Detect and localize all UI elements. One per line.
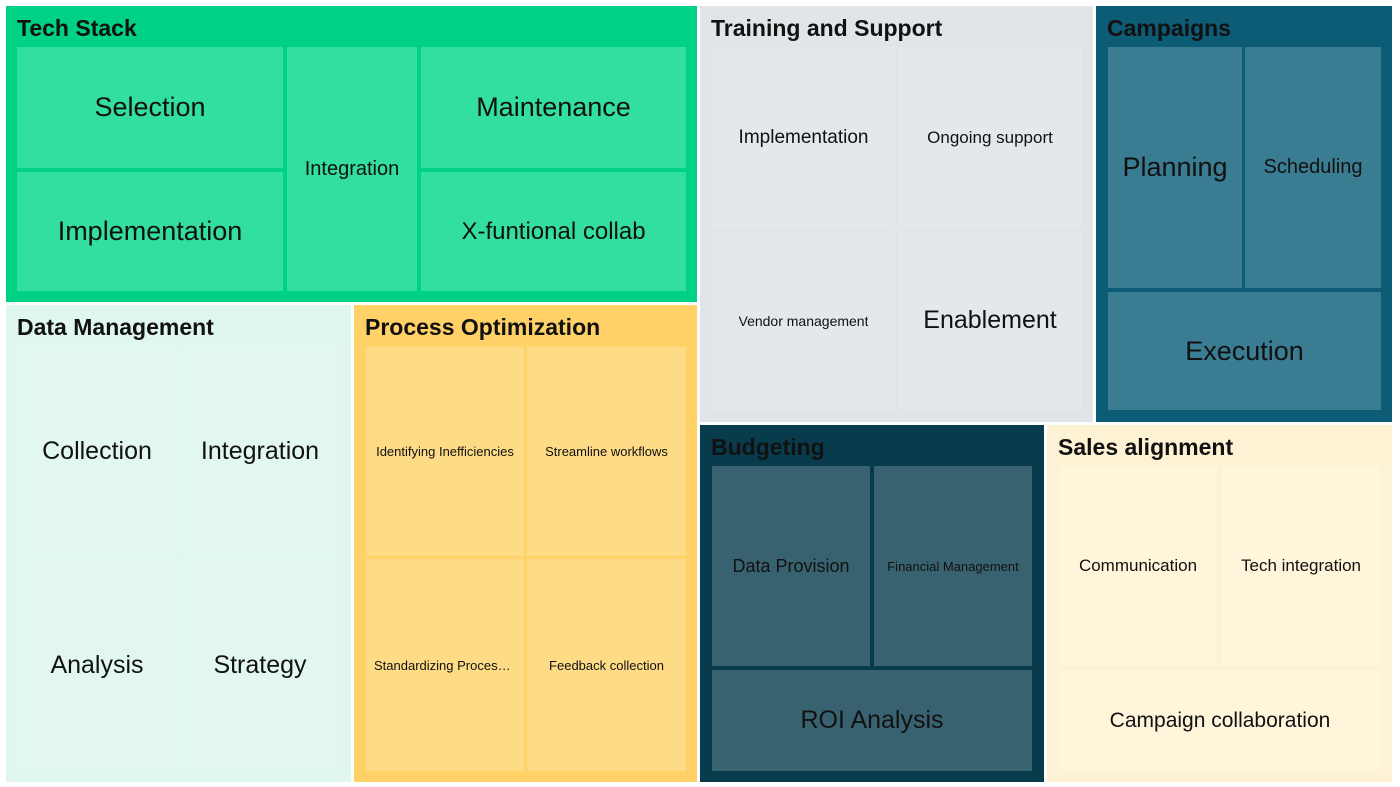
treemap-tile-label: X-funtional collab <box>461 217 646 245</box>
treemap-tile-data-management-strategy: Strategy <box>180 559 340 771</box>
treemap-group-budgeting: Budgeting Data Provision Financial Managem… <box>700 425 1044 782</box>
treemap-tile-data-management-analysis: Analysis <box>17 559 177 771</box>
treemap-tile-label: Identifying Inefficiencies <box>376 444 514 459</box>
treemap-tile-process-optimization-identifying-inefficiencies: Identifying Inefficiencies <box>366 347 524 556</box>
treemap-tile-tech-stack-selection: Selection <box>17 47 283 168</box>
treemap-tile-label: Selection <box>94 92 206 122</box>
treemap-group-title-tech-stack: Tech Stack <box>17 15 137 41</box>
treemap-group-process-optimization: Process Optimization Identifying Ineffici… <box>354 305 697 782</box>
treemap-tile-data-management-collection: Collection <box>17 347 177 556</box>
treemap-tile-training-and-support-vendor-management: Vendor management <box>712 231 895 410</box>
treemap-tile-label: ROI Analysis <box>800 706 944 734</box>
treemap-tile-label: Financial Management <box>887 558 1019 574</box>
treemap-tile-label: Vendor management <box>738 312 869 329</box>
treemap-group-data-management: Data Management Collection Integration Anal… <box>6 305 351 782</box>
treemap-group-training-and-support: Training and Support Implementation Ongoin… <box>700 6 1093 422</box>
treemap-tile-tech-stack-implementation: Implementation <box>17 172 283 291</box>
treemap-tile-label: Implementation <box>57 216 243 246</box>
treemap-tile-label: Data Provision <box>732 555 850 576</box>
treemap-tile-sales-alignment-tech-integration: Tech integration <box>1221 466 1381 666</box>
treemap-tile-process-optimization-feedback-collection: Feedback collection <box>527 559 686 771</box>
treemap-tile-label: Analysis <box>50 650 144 679</box>
treemap-tile-label: Strategy <box>213 650 307 679</box>
treemap-group-title-training-and-support: Training and Support <box>711 15 943 41</box>
treemap-group-campaigns: Campaigns Planning Scheduling Execution <box>1096 6 1392 422</box>
treemap-tile-label: Enablement <box>923 306 1057 334</box>
treemap-tile-campaigns-execution: Execution <box>1108 292 1381 410</box>
treemap-tile-tech-stack-x-funtional-collab: X-funtional collab <box>421 172 686 291</box>
treemap-tile-label: Feedback collection <box>549 657 664 673</box>
treemap-tile-training-and-support-enablement: Enablement <box>898 231 1082 410</box>
treemap-tile-budgeting-roi-analysis: ROI Analysis <box>712 670 1032 771</box>
treemap-tile-label: Integration <box>200 437 320 465</box>
treemap-group-title-budgeting: Budgeting <box>711 434 825 460</box>
treemap-tile-sales-alignment-communication: Communication <box>1059 466 1217 666</box>
treemap-group-title-campaigns: Campaigns <box>1107 15 1231 41</box>
treemap-tile-label: Streamline workflows <box>545 444 668 459</box>
treemap-tile-tech-stack-integration: Integration <box>287 47 417 291</box>
treemap-tile-training-and-support-implementation: Implementation <box>712 47 895 228</box>
treemap-tile-label: Ongoing support <box>927 127 1053 147</box>
treemap-tile-campaigns-planning: Planning <box>1108 47 1242 288</box>
treemap-group-title-data-management: Data Management <box>17 314 214 340</box>
treemap-tile-label: Tech integration <box>1240 556 1362 575</box>
treemap-tile-sales-alignment-campaign-collaboration: Campaign collaboration <box>1059 670 1381 771</box>
treemap-tile-budgeting-data-provision: Data Provision <box>712 466 870 666</box>
treemap-tile-training-and-support-ongoing-support: Ongoing support <box>898 47 1082 228</box>
treemap-group-tech-stack: Tech Stack Selection Integration Maintenanc… <box>6 6 697 302</box>
treemap-tile-data-management-integration: Integration <box>180 347 340 556</box>
treemap-tile-label: Maintenance <box>476 92 631 122</box>
treemap-tile-label: Collection <box>42 437 152 465</box>
treemap-tile-label: Integration <box>304 157 400 180</box>
treemap-tile-process-optimization-streamline-workflows: Streamline workflows <box>527 347 686 556</box>
treemap-tile-label: Execution <box>1185 335 1304 366</box>
treemap-tile-budgeting-financial-management: Financial Management <box>874 466 1032 666</box>
treemap-group-sales-alignment: Sales alignment Communication Tech integra… <box>1047 425 1392 782</box>
treemap-tile-label: Planning <box>1122 152 1228 182</box>
treemap-tile-tech-stack-maintenance: Maintenance <box>421 47 686 168</box>
treemap-tile-label: Standardizing Processes <box>374 657 516 673</box>
treemap-tile-label: Scheduling <box>1263 156 1363 178</box>
treemap-tile-label: Campaign collaboration <box>1109 708 1331 732</box>
treemap-group-title-sales-alignment: Sales alignment <box>1058 434 1234 460</box>
treemap-group-title-process-optimization: Process Optimization <box>365 314 601 340</box>
treemap-tile-label: Communication <box>1078 556 1198 575</box>
treemap-tile-process-optimization-standardizing-processes: Standardizing Processes <box>366 559 524 771</box>
treemap-tile-label: Implementation <box>738 126 869 148</box>
treemap-tile-campaigns-scheduling: Scheduling <box>1245 47 1381 288</box>
